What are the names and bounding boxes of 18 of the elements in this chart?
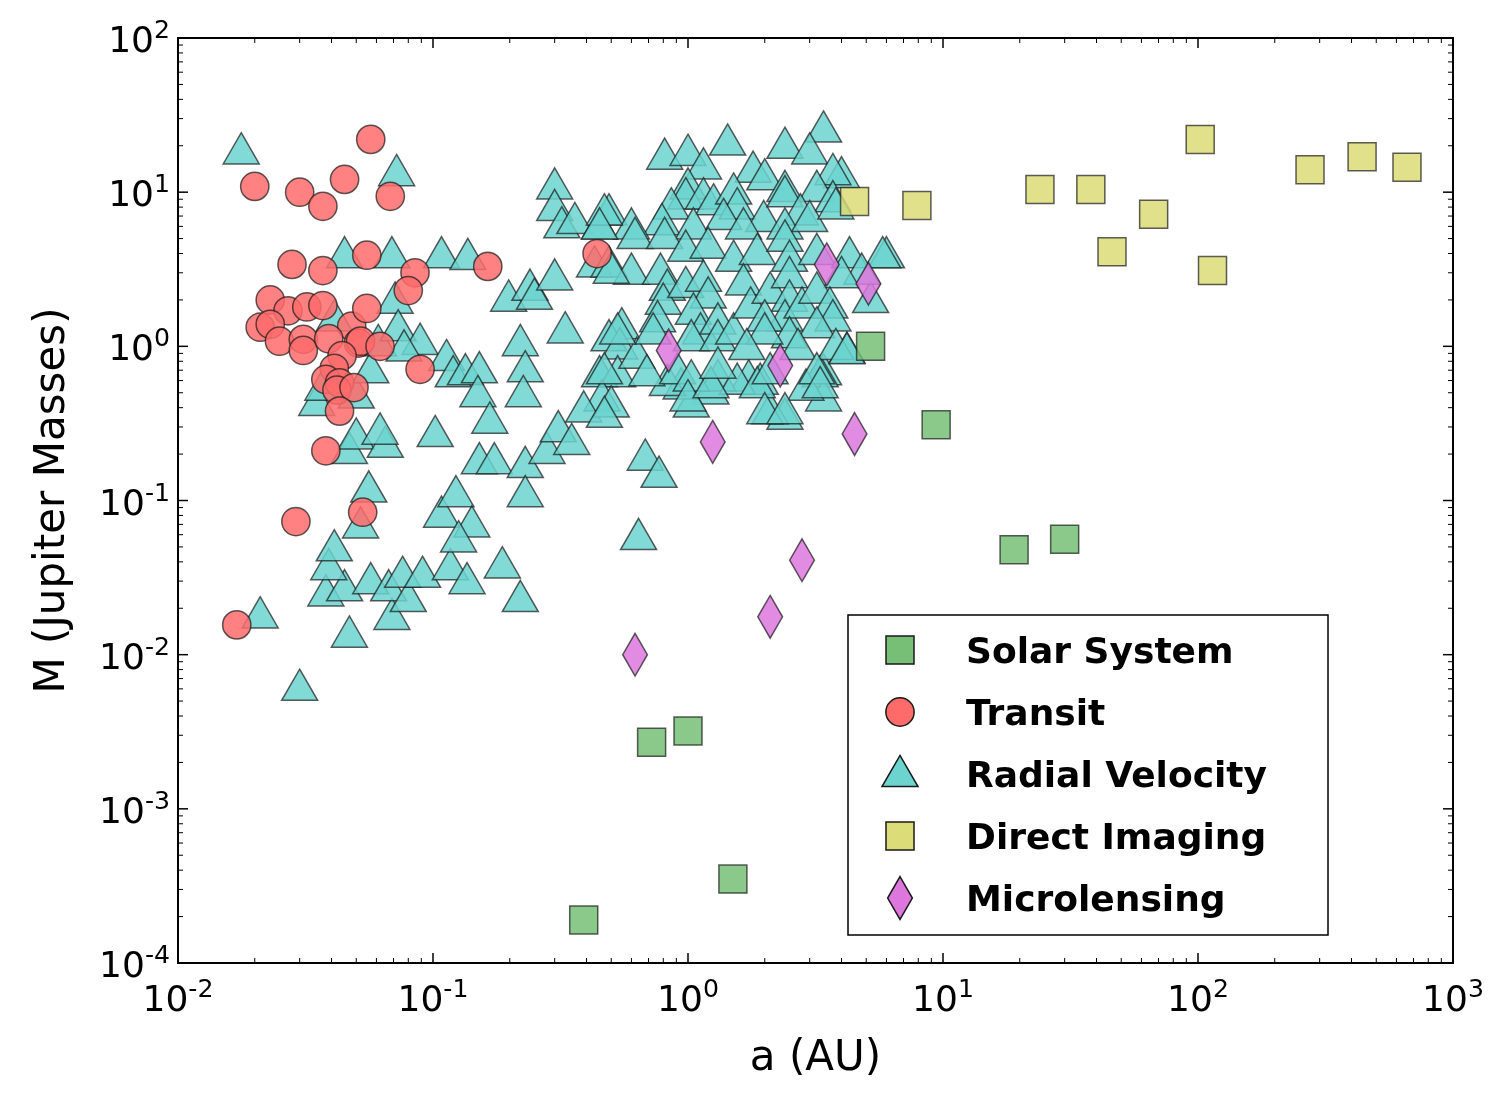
y-tick-label: 10$^{2}$ bbox=[108, 14, 170, 60]
legend-label: Solar System bbox=[966, 630, 1234, 671]
x-tick-label: 10$^{3}$ bbox=[1422, 973, 1484, 1019]
x-tick-label: 10$^{-1}$ bbox=[397, 973, 469, 1019]
x-tick-label: 10$^{0}$ bbox=[657, 973, 719, 1019]
y-tick-label: 10$^{-3}$ bbox=[99, 785, 170, 831]
legend-label: Transit bbox=[966, 692, 1106, 733]
x-tick-label: 10$^{1}$ bbox=[912, 973, 974, 1019]
legend-label: Microlensing bbox=[966, 878, 1226, 919]
y-tick-label: 10$^{0}$ bbox=[108, 322, 170, 369]
x-axis-title: a (AU) bbox=[749, 1031, 882, 1080]
legend-label: Radial Velocity bbox=[966, 754, 1268, 795]
legend-label: Direct Imaging bbox=[966, 816, 1267, 857]
y-tick-label: 10$^{1}$ bbox=[108, 168, 170, 215]
y-axis-title: M (Jupiter Masses) bbox=[25, 307, 74, 694]
y-tick-label: 10$^{-2}$ bbox=[99, 631, 170, 677]
x-tick-label: 10$^{2}$ bbox=[1167, 973, 1229, 1019]
y-tick-label: 10$^{-1}$ bbox=[99, 477, 170, 523]
